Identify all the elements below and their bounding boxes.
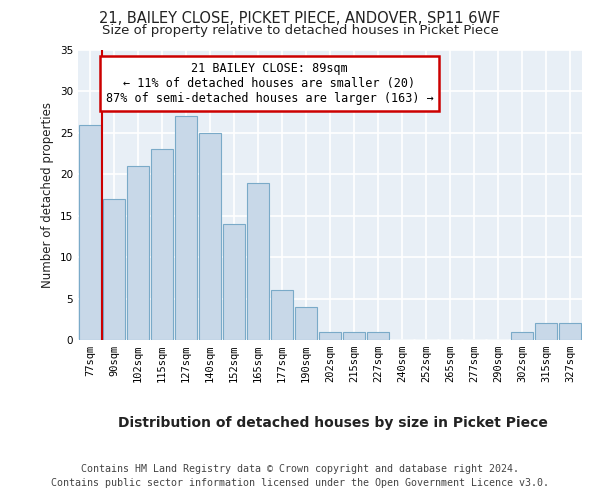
- Bar: [271, 290, 293, 340]
- Text: 21, BAILEY CLOSE, PICKET PIECE, ANDOVER, SP11 6WF: 21, BAILEY CLOSE, PICKET PIECE, ANDOVER,…: [100, 11, 500, 26]
- Text: Contains HM Land Registry data © Crown copyright and database right 2024.
Contai: Contains HM Land Registry data © Crown c…: [51, 464, 549, 487]
- Bar: [343, 332, 365, 340]
- Bar: [151, 150, 173, 340]
- Bar: [199, 133, 221, 340]
- Bar: [367, 332, 389, 340]
- Bar: [223, 224, 245, 340]
- Bar: [511, 332, 533, 340]
- Y-axis label: Number of detached properties: Number of detached properties: [41, 102, 55, 288]
- Text: 21 BAILEY CLOSE: 89sqm
← 11% of detached houses are smaller (20)
87% of semi-det: 21 BAILEY CLOSE: 89sqm ← 11% of detached…: [106, 62, 433, 104]
- Bar: [127, 166, 149, 340]
- Text: Size of property relative to detached houses in Picket Piece: Size of property relative to detached ho…: [101, 24, 499, 37]
- Bar: [559, 324, 581, 340]
- Bar: [295, 307, 317, 340]
- Bar: [103, 199, 125, 340]
- Text: Distribution of detached houses by size in Picket Piece: Distribution of detached houses by size …: [118, 416, 548, 430]
- Bar: [247, 182, 269, 340]
- Bar: [175, 116, 197, 340]
- Bar: [535, 324, 557, 340]
- Bar: [319, 332, 341, 340]
- Bar: [79, 124, 101, 340]
